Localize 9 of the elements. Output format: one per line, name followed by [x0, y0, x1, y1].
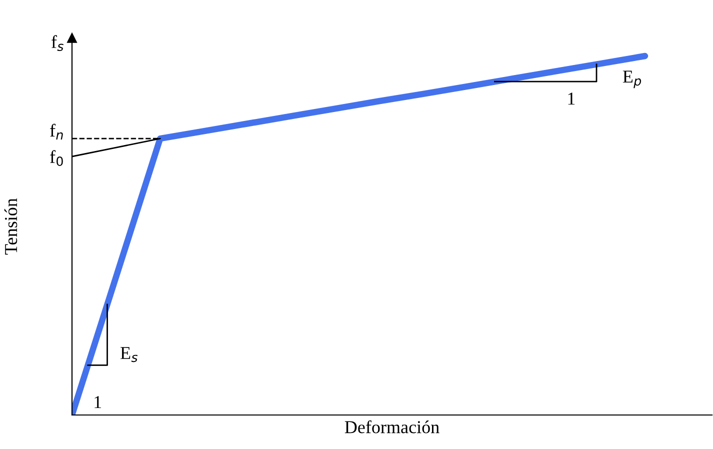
annotation: 1 — [94, 396, 102, 408]
annotation: E$_{s}$ — [120, 347, 138, 362]
annotation: E$_{p}$ — [622, 70, 642, 88]
x-axis-title: Deformación — [344, 420, 440, 434]
annotation: f$_{n}$ — [50, 124, 63, 140]
text: f$_{s}$ — [52, 35, 64, 52]
annotation: 1 — [568, 92, 575, 105]
y-axis-title: Tensión — [4, 198, 18, 255]
annotation: f$_{0}$ — [50, 150, 63, 166]
